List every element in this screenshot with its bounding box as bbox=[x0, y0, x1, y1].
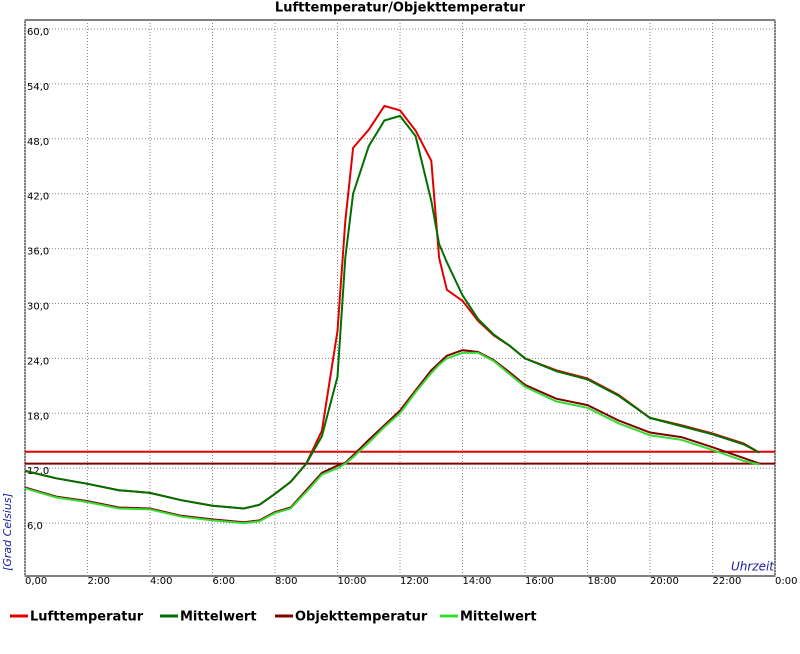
y-axis-label: [Grad Celsius] bbox=[1, 493, 14, 571]
data-line bbox=[24, 351, 760, 525]
y-tick-label: 12,0 bbox=[27, 466, 49, 477]
x-tick-label: 4:00 bbox=[150, 576, 172, 587]
x-tick-label: 16:00 bbox=[525, 576, 554, 587]
x-tick-label: 2:00 bbox=[88, 576, 110, 587]
y-tick-label: 24,0 bbox=[27, 356, 49, 367]
y-tick-label: 54,0 bbox=[27, 82, 49, 93]
x-tick-label: 22:00 bbox=[713, 576, 742, 587]
x-tick-label: 20:00 bbox=[650, 576, 679, 587]
data-line bbox=[24, 114, 760, 510]
y-tick-label: 30,0 bbox=[27, 302, 49, 313]
y-tick-label: 18,0 bbox=[27, 411, 49, 422]
x-tick-label: 0,00 bbox=[25, 576, 47, 587]
x-tick-label: 18:00 bbox=[588, 576, 617, 587]
y-tick-label: 48,0 bbox=[27, 137, 49, 148]
legend-label: Mittelwert bbox=[460, 610, 537, 625]
x-tick-label: 12:00 bbox=[400, 576, 429, 587]
x-tick-label: 0:00 bbox=[775, 576, 797, 587]
legend-label: Mittelwert bbox=[180, 610, 257, 625]
x-tick-label: 8:00 bbox=[275, 576, 297, 587]
chart-title: Lufttemperatur/Objekttemperatur bbox=[275, 1, 526, 16]
y-tick-label: 42,0 bbox=[27, 192, 49, 203]
plot-area bbox=[24, 19, 776, 577]
legend-label: Objekttemperatur bbox=[295, 610, 428, 625]
y-tick-label: 6,0 bbox=[27, 521, 43, 532]
x-tick-label: 10:00 bbox=[338, 576, 367, 587]
x-tick-label: 14:00 bbox=[463, 576, 492, 587]
x-axis-label: Uhrzeit bbox=[731, 560, 775, 574]
x-tick-label: 6:00 bbox=[213, 576, 235, 587]
y-tick-label: 60,0 bbox=[27, 27, 49, 38]
legend-label: Lufttemperatur bbox=[30, 610, 144, 625]
y-tick-label: 36,0 bbox=[27, 247, 49, 258]
